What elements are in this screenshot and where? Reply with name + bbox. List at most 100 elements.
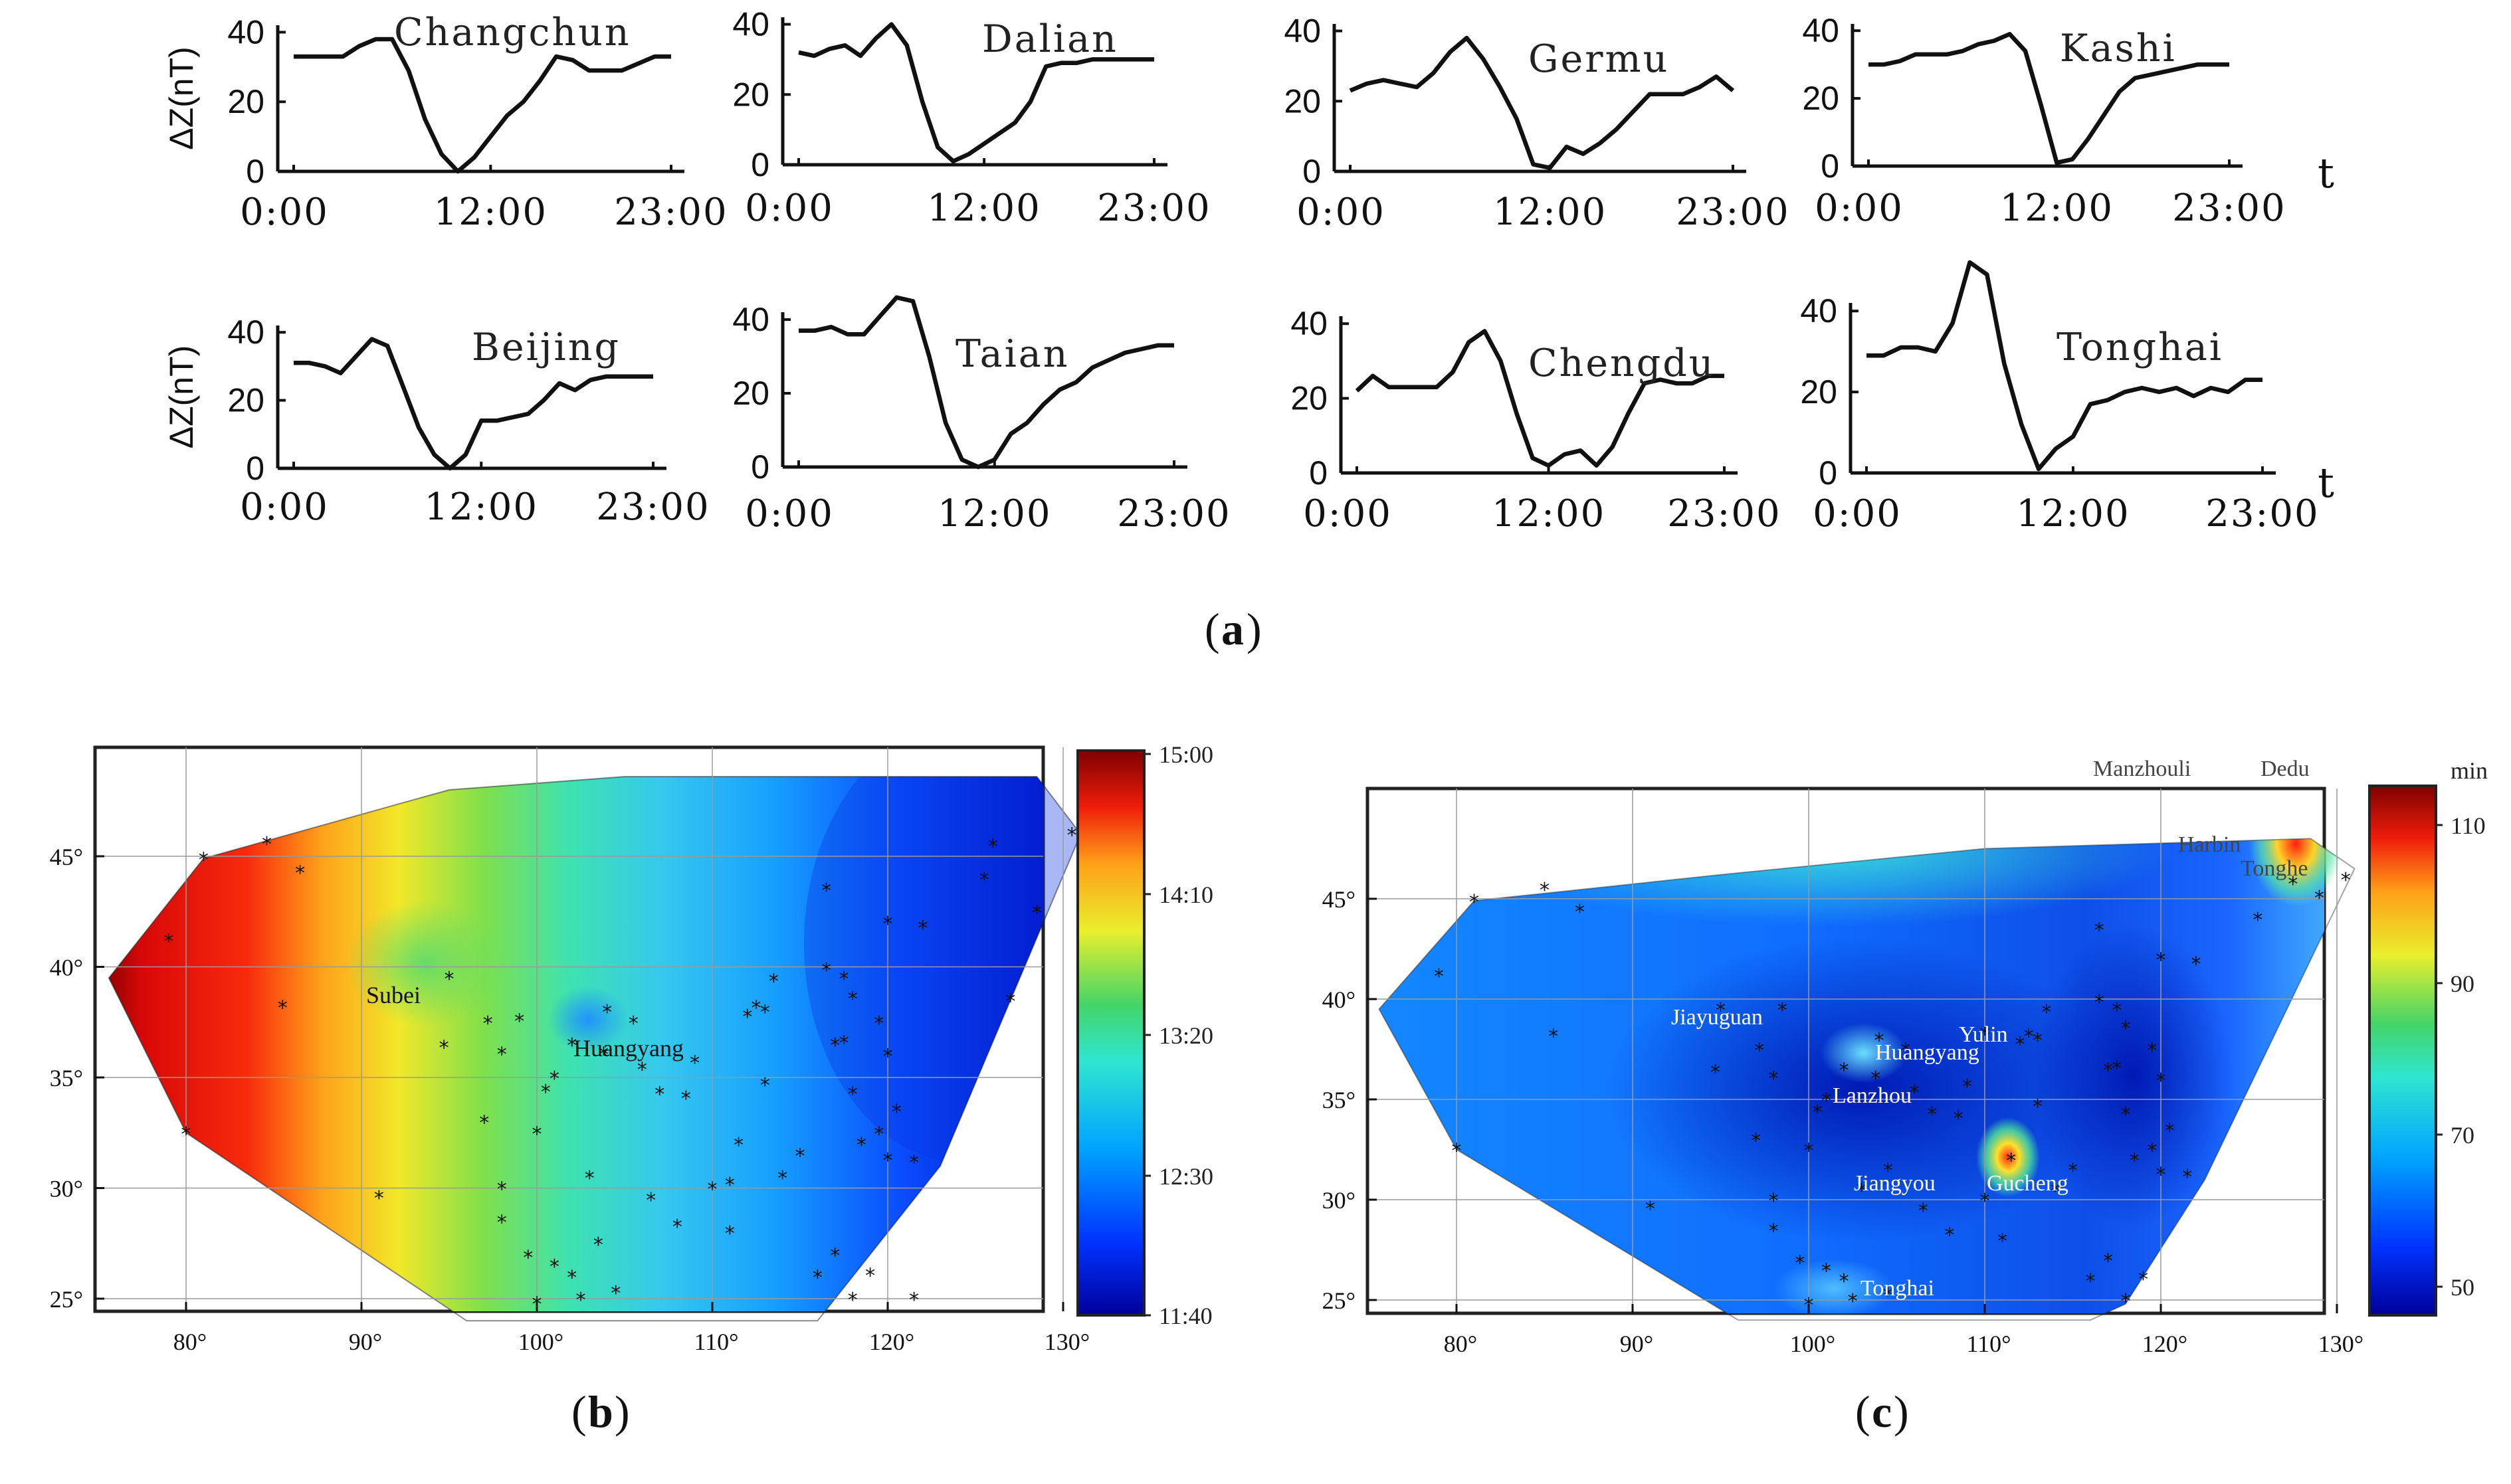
x-tick-label: 23:00 [614,191,728,234]
caption-a-open: ( [1205,604,1220,654]
y-tick-label: 0 [1302,153,1321,190]
colorbar-tick-label: 110 [2451,812,2486,839]
station-marker: * [497,1178,507,1202]
x-tick-label: 0:00 [1303,492,1392,535]
station-marker: * [1777,999,1787,1022]
map-b-ticks: 80° 90° 100° 110° 120° 130° 25° 30° 35° 40° 45° [50,844,1090,1355]
station-marker: * [1883,1284,1893,1307]
colorbar-tick-label: 50 [2451,1274,2474,1301]
map-x-tick-label: 80° [1444,1331,1477,1357]
station-marker: * [1716,999,1726,1022]
plot-title: Kashi [2060,27,2177,70]
station-marker: * [830,1244,840,1267]
station-marker: * [2314,887,2324,910]
station-marker: * [2165,1119,2175,1143]
station-marker: * [1848,1290,1858,1313]
station-marker: * [654,1083,664,1106]
station-marker: * [2121,1290,2131,1313]
map-x-tick-label: 100° [1790,1331,1835,1357]
station-marker: * [1575,901,1585,924]
map-b-label-huangyang: Huangyang [573,1035,684,1062]
station-marker: * [576,1289,586,1312]
x-tick-label: 0:00 [745,187,834,230]
colorbar-c: min 110 90 70 50 [2368,757,2488,1317]
station-marker: * [497,1043,507,1066]
caption-c-close: ) [1894,1386,1909,1437]
y-tick-label: 20 [1802,80,1839,117]
station-marker: * [2138,1268,2148,1291]
station-marker: * [602,1001,612,1024]
map-c-tonghai-light [1774,1259,1894,1319]
caption-b-close: ) [615,1386,630,1437]
station-marker: * [839,1032,849,1056]
station-marker: * [163,931,173,954]
station-marker: * [1883,1160,1893,1183]
station-marker: * [374,1187,384,1210]
series-line-tonghai [1866,260,2262,472]
x-tick-label: 0:00 [1813,492,1902,535]
series-line-kashi [1868,32,2229,165]
colorbar-tick-label: 12:30 [1159,1163,1213,1190]
station-marker: * [760,1001,770,1024]
station-marker: * [637,1059,647,1082]
line-plot-tonghai: 0 20 40 0:00 12:00 23:00 Tonghai [1800,260,2318,535]
station-marker: * [2033,1029,2043,1052]
map-y-tick-label: 40° [50,955,83,981]
map-c-label-harbin: Harbin [2178,832,2241,857]
y-tick-label: 20 [1284,82,1321,120]
map-c-huangyang-light [1821,1023,1907,1083]
station-marker: * [445,968,454,991]
y-tick-label: 20 [227,83,264,120]
plot-title: Dalian [982,17,1118,61]
y-tick-label: 20 [227,382,264,419]
y-tick-label: 0 [1821,147,1839,185]
x-tick-label: 12:00 [2016,492,2130,535]
station-marker: * [611,1282,621,1305]
station-marker: * [1710,1062,1720,1085]
map-b-stations: * * * * * * * * * * * * * * * * * * * * * * * * * * * * * * * * * * * * * * * *… [163,824,1077,1317]
station-marker: * [1005,990,1015,1013]
map-y-tick-label: 25° [50,1286,83,1313]
map-c-northeast-hot [2249,838,2342,907]
station-marker: * [690,1052,700,1075]
colorbar-tick-label: 15:00 [1159,741,1213,768]
map-x-tick-label: 130° [2318,1331,2363,1357]
map-x-tick-label: 130° [1045,1329,1090,1355]
station-marker: * [585,1167,595,1190]
map-y-tick-label: 45° [50,844,83,870]
map-x-tick-label: 110° [1966,1331,2011,1357]
y-tick-label: 40 [1284,13,1321,50]
station-marker: * [1769,1190,1779,1213]
map-x-tick-label: 120° [2142,1331,2187,1357]
y-tick-label: 0 [1309,454,1328,492]
station-marker: * [752,996,761,1020]
station-marker: * [567,1034,577,1058]
station-marker: * [2103,1250,2113,1273]
station-marker: * [2288,873,2298,896]
station-marker: * [2147,1140,2157,1163]
station-marker: * [760,1074,770,1097]
station-marker: * [2121,1017,2131,1040]
station-marker: * [2094,991,2104,1014]
station-marker: * [856,1134,866,1157]
caption-c-letter: c [1872,1386,1892,1437]
caption-b-open: ( [571,1386,587,1437]
series-line-germu [1349,35,1735,170]
station-marker: * [769,970,779,993]
station-marker: * [2051,1180,2060,1203]
line-plot-germu: 0 20 40 0:00 12:00 23:00 Germu [1284,13,1788,234]
map-y-tick-label: 30° [50,1176,83,1202]
map-c-label-yulin: Yulin [1959,1022,2008,1047]
station-marker: * [1874,1029,1884,1052]
station-marker: * [181,1123,191,1146]
station-marker: * [865,1264,875,1287]
station-marker: * [777,1167,787,1190]
station-marker: * [2191,953,2201,976]
map-c-label-jiayuguan: Jiayuguan [1671,1005,1763,1030]
station-marker: * [821,959,831,982]
station-marker: * [1645,1198,1655,1221]
caption-c-open: ( [1855,1386,1870,1437]
map-c-label-jiangyou: Jiangyou [1854,1171,1936,1196]
x-tick-label: 12:00 [938,492,1051,535]
